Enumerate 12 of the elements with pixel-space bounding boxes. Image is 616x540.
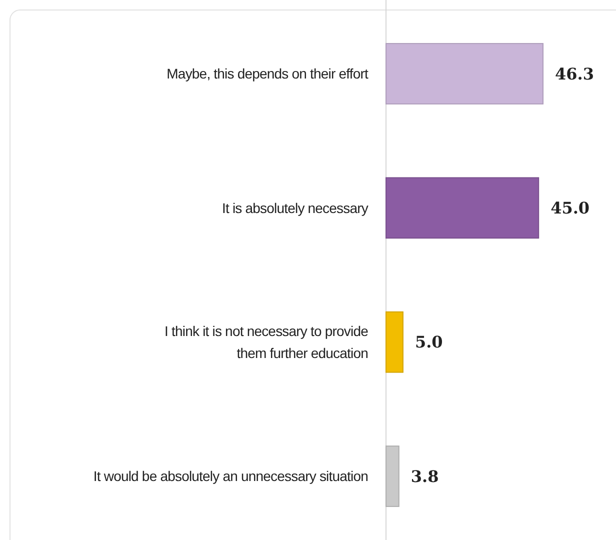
data-label: 45.0 <box>550 198 590 218</box>
y-tick-label: It is absolutely necessary <box>222 200 368 216</box>
bar <box>386 43 544 104</box>
bar <box>386 311 404 373</box>
data-label: 3.8 <box>410 466 439 486</box>
y-tick-label: It would be absolutely an unnecessary situation <box>93 468 368 484</box>
y-tick-label: I think it is not necessary to provide them further education <box>164 322 369 361</box>
bar <box>386 446 400 507</box>
data-label: 46.3 <box>555 64 594 84</box>
y-tick-label: Maybe, this depends on their effort <box>166 66 368 82</box>
data-label: 5.0 <box>414 332 443 352</box>
bar <box>386 177 540 239</box>
